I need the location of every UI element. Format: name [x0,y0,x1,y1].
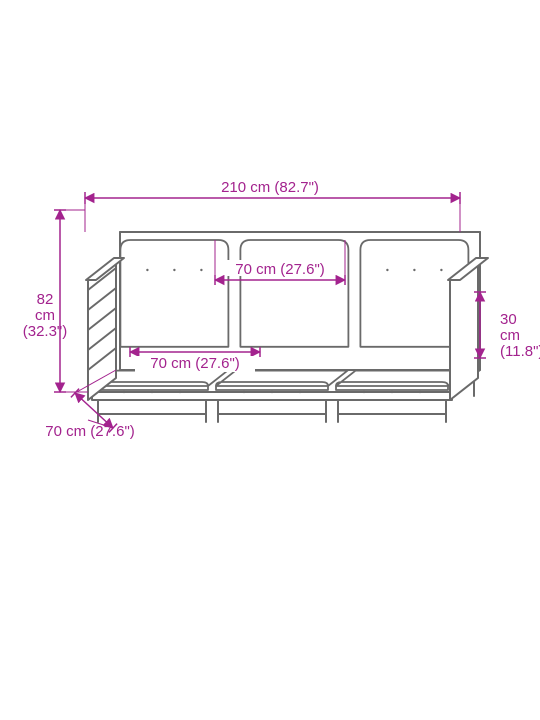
dim-seat-width-label: 70 cm (27.6") [150,355,240,372]
dim-back-width-label: 70 cm (27.6") [235,261,325,278]
dim-height-left [54,210,66,392]
dim-width-top-label: 210 cm (82.7") [221,179,319,196]
dim-height-right-label: 30cm(11.8") [500,311,540,360]
dim-depth-label: 70 cm (27.6") [45,423,135,440]
